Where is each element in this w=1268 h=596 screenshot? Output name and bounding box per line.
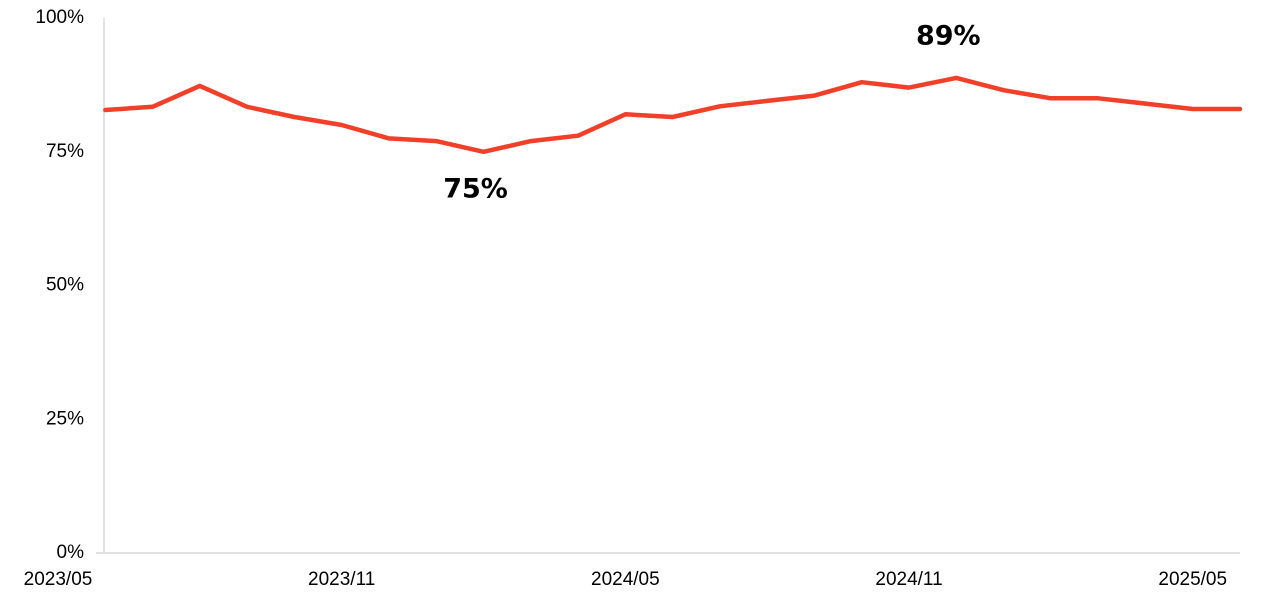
annotation: 89%: [916, 20, 981, 51]
x-tick-label: 2023/05: [24, 569, 93, 590]
y-tick-label: 50%: [46, 275, 84, 296]
x-tick-label: 2024/11: [875, 569, 942, 590]
x-tick-label: 2024/05: [591, 569, 660, 590]
x-tick-label: 2023/11: [308, 569, 375, 590]
line-series: [103, 75, 1243, 155]
annotation: 75%: [443, 173, 508, 204]
x-tick-label: 2025/05: [1158, 569, 1227, 590]
y-tick-label: 25%: [46, 408, 84, 429]
y-tick-label: 75%: [46, 141, 84, 162]
y-tick-label: 0%: [57, 542, 85, 563]
y-tick-label: 100%: [35, 7, 84, 28]
